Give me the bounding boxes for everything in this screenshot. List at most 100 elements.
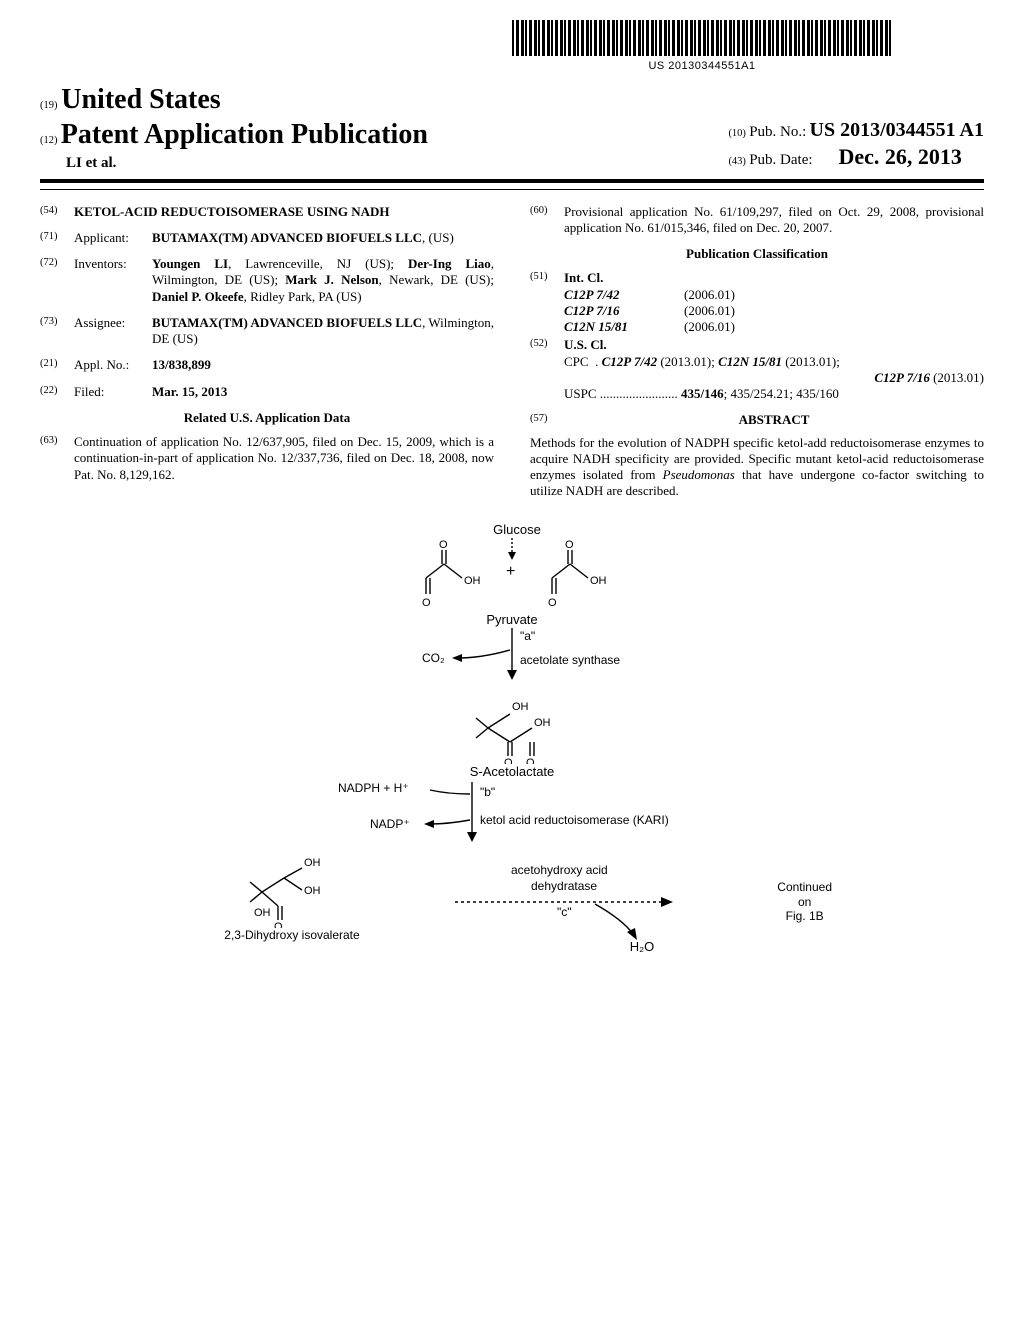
cpc-c: C12P 7/16 (874, 370, 930, 385)
inv4: Daniel P. Okeefe (152, 289, 244, 304)
h2o-label: H₂O (452, 939, 832, 955)
step-c-arrow: acetohydroxy acid dehydratase "c" (455, 850, 715, 940)
field-filed: (22) Filed: Mar. 15, 2013 (40, 384, 494, 400)
field-inventors: (72) Inventors: Youngen LI, Lawrencevill… (40, 256, 494, 305)
dhiv-row: OH OH OH O 2,3-Dihydroxy isovalerate ace… (192, 850, 832, 943)
intcl-2-ver: (2006.01) (684, 319, 735, 335)
filed-label: Filed: (74, 384, 152, 400)
pubdate-code: (43) (728, 156, 746, 167)
pyruvate-pair-structure: O OH O + O OH O (382, 538, 642, 618)
svg-text:O: O (565, 539, 574, 551)
intcl-label: Int. Cl. (564, 270, 984, 286)
assignee-name: BUTAMAX(TM) ADVANCED BIOFUELS LLC (152, 315, 422, 330)
biblio-columns: (54) KETOL-ACID REDUCTOISOMERASE USING N… (40, 204, 984, 500)
svg-text:O: O (504, 757, 513, 764)
pubdate-value: Dec. 26, 2013 (839, 144, 962, 169)
title-code: (54) (40, 204, 74, 220)
svg-text:CO₂: CO₂ (422, 651, 445, 665)
pubno-value: US 2013/0344551 A1 (810, 119, 984, 141)
svg-text:O: O (274, 921, 283, 928)
pub-type: Patent Application Publication (61, 119, 428, 150)
svg-text:OH: OH (464, 575, 481, 587)
applno-label: Appl. No.: (74, 357, 152, 373)
acetolactate-label: S-Acetolactate (192, 764, 832, 780)
svg-text:O: O (422, 597, 431, 609)
field-continuation: (63) Continuation of application No. 12/… (40, 434, 494, 483)
abstract-head-row: (57) ABSTRACT (530, 412, 984, 428)
cpc-label: CPC (564, 354, 589, 369)
inv2: Der-Ing Liao (408, 256, 491, 271)
svg-text:"c": "c" (557, 905, 572, 919)
cpc-b-ver: (2013.01); (782, 354, 840, 369)
intcl-0-ver: (2006.01) (684, 287, 735, 303)
masthead-right: (10) Pub. No.: US 2013/0344551 A1 (43) P… (728, 118, 984, 173)
svg-text:OH: OH (512, 701, 529, 713)
figure-inner: Glucose O OH O + O OH (192, 522, 832, 956)
field-uscl: (52) U.S. Cl. CPC . C12P 7/42 (2013.01);… (530, 337, 984, 402)
barcode-bars (512, 20, 892, 56)
cont-code: (63) (40, 434, 74, 483)
applicant-label: Applicant: (74, 230, 152, 246)
related-head: Related U.S. Application Data (40, 410, 494, 426)
pub-type-code: (12) (40, 135, 58, 146)
masthead: (19) United States (12) Patent Applicati… (40, 82, 984, 173)
field-applno: (21) Appl. No.: 13/838,899 (40, 357, 494, 373)
uspc-dots: ........................ (597, 386, 682, 401)
acetolactate-structure: OH OH O O (432, 688, 592, 764)
svg-text:NADPH + H⁺: NADPH + H⁺ (338, 781, 409, 795)
svg-text:OH: OH (534, 717, 551, 729)
abs-head: ABSTRACT (564, 412, 984, 428)
cpc-a: C12P 7/42 (602, 354, 658, 369)
figure-area: Glucose O OH O + O OH (40, 522, 984, 956)
svg-text:O: O (439, 539, 448, 551)
continued-box: Continued on Fig. 1B (777, 880, 832, 923)
svg-text:"b": "b" (480, 785, 495, 799)
applno-value: 13/838,899 (152, 357, 494, 373)
inventors-list: Youngen LI, Lawrenceville, NJ (US); Der-… (152, 256, 494, 305)
intcl-row-0: C12P 7/42(2006.01) (564, 287, 984, 303)
inv3: Mark J. Nelson (285, 272, 378, 287)
svg-text:OH: OH (590, 575, 607, 587)
filed-value: Mar. 15, 2013 (152, 384, 494, 400)
continued-3: Fig. 1B (777, 909, 832, 923)
pyruvate-label: Pyruvate (192, 612, 832, 628)
intcl-row-1: C12P 7/16(2006.01) (564, 303, 984, 319)
svg-text:O: O (548, 597, 557, 609)
intcl-1-cls: C12P 7/16 (564, 303, 684, 319)
cpc-line: CPC . C12P 7/42 (2013.01); C12N 15/81 (2… (564, 354, 984, 370)
prov-code: (60) (530, 204, 564, 237)
step-b-arrow: NADPH + H⁺ NADP⁺ "b" ketol acid reductoi… (252, 780, 772, 850)
continued-1: Continued (777, 880, 832, 894)
svg-text:acetolate synthase: acetolate synthase (520, 653, 620, 667)
inv1: Youngen LI (152, 256, 228, 271)
svg-text:O: O (526, 757, 535, 764)
svg-text:OH: OH (254, 907, 271, 919)
barcode-block: US 20130344551A1 (420, 20, 984, 74)
cpc-b: C12N 15/81 (718, 354, 782, 369)
step-a-label: "a" (520, 629, 535, 643)
field-title: (54) KETOL-ACID REDUCTOISOMERASE USING N… (40, 204, 494, 220)
svg-text:OH: OH (304, 885, 321, 897)
intcl-2-cls: C12N 15/81 (564, 319, 684, 335)
country-name: United States (61, 84, 220, 115)
cpc-line2: C12P 7/16 (2013.01) (564, 370, 984, 386)
svg-text:acetohydroxy acid: acetohydroxy acid (511, 863, 608, 877)
uspc-main: 435/146 (681, 386, 724, 401)
cpc-a-ver: (2013.01); (657, 354, 718, 369)
uspc-label: USPC (564, 386, 597, 401)
barcode-text: US 20130344551A1 (420, 60, 984, 74)
rule-thick (40, 179, 984, 183)
field-assignee: (73) Assignee: BUTAMAX(TM) ADVANCED BIOF… (40, 315, 494, 348)
field-intcl: (51) Int. Cl. C12P 7/42(2006.01) C12P 7/… (530, 270, 984, 335)
cpc-c-ver: (2013.01) (930, 370, 984, 385)
inv1-loc: , Lawrenceville, NJ (US); (228, 256, 394, 271)
intcl-row-2: C12N 15/81(2006.01) (564, 319, 984, 335)
svg-text:ketol acid reductoisomerase (K: ketol acid reductoisomerase (KARI) (480, 813, 669, 827)
pubno-code: (10) (728, 128, 746, 139)
dhiv-label: 2,3-Dihydroxy isovalerate (192, 928, 392, 943)
assignee-label: Assignee: (74, 315, 152, 348)
intcl-code: (51) (530, 270, 564, 335)
masthead-left: (19) United States (12) Patent Applicati… (40, 82, 428, 173)
rule-thin (40, 189, 984, 190)
inv4-loc: , Ridley Park, PA (US) (244, 289, 362, 304)
